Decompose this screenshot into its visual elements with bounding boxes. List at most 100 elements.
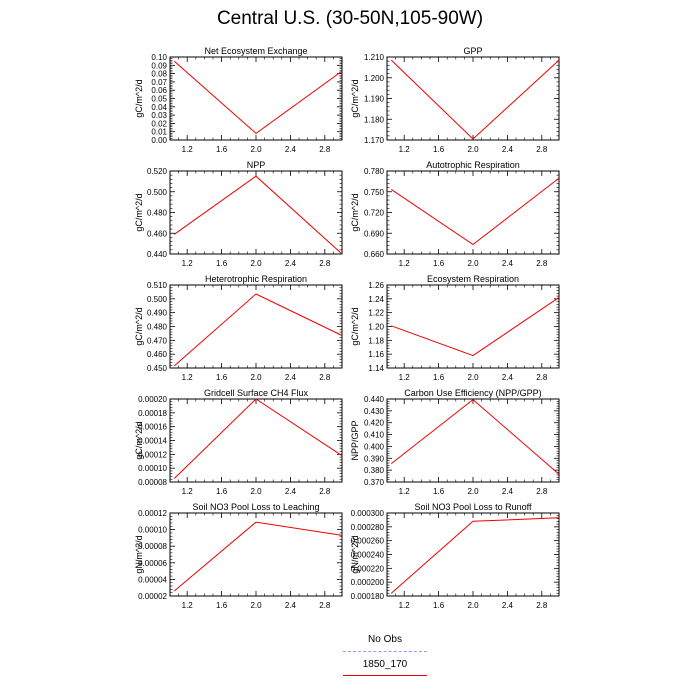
series-line xyxy=(390,59,560,140)
x-tick-label: 1.6 xyxy=(216,487,228,496)
chart-title: Autotrophic Respiration xyxy=(426,160,520,170)
y-tick-label: 0.000180 xyxy=(351,592,385,601)
x-tick-label: 2.4 xyxy=(285,487,297,496)
y-tick-label: 0.500 xyxy=(147,188,168,197)
y-tick-label: 0.720 xyxy=(364,209,385,218)
y-tick-label: 0.07 xyxy=(151,78,167,87)
chart-panel-2: GPP gC/m^2/d 1.170 1.180 1.190 1.200 1.210 1.2 1… xyxy=(350,46,560,154)
series-line xyxy=(173,521,343,592)
y-tick-label: 0.00006 xyxy=(138,559,167,568)
y-axis-label: NPP/GPP xyxy=(350,420,360,460)
x-tick-label: 2.0 xyxy=(250,601,262,610)
y-tick-label: 1.24 xyxy=(368,295,384,304)
y-tick-label: 0.440 xyxy=(364,395,385,404)
y-axis-label: gN/m^2/d xyxy=(134,535,144,573)
y-tick-label: 1.210 xyxy=(364,53,385,62)
y-tick-label: 1.200 xyxy=(364,74,385,83)
chart-title: NPP xyxy=(247,160,266,170)
chart-title: Net Ecosystem Exchange xyxy=(204,46,307,56)
x-tick-label: 2.8 xyxy=(319,373,331,382)
y-tick-label: 0.000280 xyxy=(351,523,385,532)
y-tick-label: 0.780 xyxy=(364,167,385,176)
x-tick-label: 2.8 xyxy=(319,487,331,496)
y-tick-label: 0.410 xyxy=(364,431,385,440)
x-tick-label: 1.6 xyxy=(216,601,228,610)
x-tick-label: 2.0 xyxy=(467,487,479,496)
y-tick-label: 0.470 xyxy=(147,336,168,345)
x-tick-label: 2.0 xyxy=(250,373,262,382)
x-tick-label: 1.2 xyxy=(182,373,194,382)
legend: No Obs 1850_170 xyxy=(300,634,470,684)
chart-title: Carbon Use Efficiency (NPP/GPP) xyxy=(404,388,541,398)
y-tick-label: 0.00010 xyxy=(138,526,167,535)
y-axis-label: gC/m^2/d xyxy=(350,307,360,345)
y-tick-label: 0.510 xyxy=(147,281,168,290)
y-tick-label: 0.000260 xyxy=(351,537,385,546)
chart-panel-6: Ecosystem Respiration gC/m^2/d 1.14 1.16 1.1… xyxy=(350,274,560,382)
x-tick-label: 1.6 xyxy=(216,259,228,268)
y-tick-label: 0.01 xyxy=(151,128,167,137)
chart-title: Ecosystem Respiration xyxy=(427,274,519,284)
y-tick-label: 0.02 xyxy=(151,119,167,128)
y-tick-label: 0.400 xyxy=(364,442,385,451)
y-tick-label: 0.490 xyxy=(147,309,168,318)
y-tick-label: 0.480 xyxy=(147,209,168,218)
chart-title: GPP xyxy=(463,46,482,56)
y-tick-label: 0.000240 xyxy=(351,551,385,560)
x-tick-label: 2.4 xyxy=(285,259,297,268)
y-tick-label: 0.390 xyxy=(364,454,385,463)
y-tick-label: 0.09 xyxy=(151,61,167,70)
chart-title: Gridcell Surface CH4 Flux xyxy=(204,388,309,398)
x-tick-label: 2.0 xyxy=(250,145,262,154)
y-tick-label: 0.00002 xyxy=(138,592,167,601)
chart-panel-8: Carbon Use Efficiency (NPP/GPP) NPP/GPP 0.… xyxy=(350,388,560,496)
series-line xyxy=(173,60,343,135)
y-axis-label: gC/m^2/d xyxy=(134,79,144,117)
y-tick-label: 0.00018 xyxy=(138,409,167,418)
series-line xyxy=(390,517,560,594)
y-tick-label: 0.450 xyxy=(147,364,168,373)
series-line xyxy=(391,177,560,246)
x-tick-label: 1.6 xyxy=(433,373,445,382)
x-tick-label: 1.2 xyxy=(182,145,194,154)
y-tick-label: 0.460 xyxy=(147,350,168,359)
y-tick-label: 1.20 xyxy=(368,323,384,332)
y-tick-label: 0.660 xyxy=(364,250,385,259)
y-tick-label: 0.00004 xyxy=(138,575,167,584)
x-tick-label: 2.0 xyxy=(467,259,479,268)
chart-panel-9: Soil NO3 Pool Loss to LeachinggN/m^2/d0.… xyxy=(134,502,343,610)
y-tick-label: 0.00008 xyxy=(138,542,167,551)
x-tick-label: 2.4 xyxy=(502,259,514,268)
chart-title: Soil NO3 Pool Loss to Runoff xyxy=(415,502,532,512)
plot-frame xyxy=(169,170,343,255)
x-tick-label: 1.2 xyxy=(399,601,411,610)
x-tick-label: 2.0 xyxy=(467,145,479,154)
x-tick-label: 1.6 xyxy=(216,145,228,154)
x-tick-label: 2.8 xyxy=(536,373,548,382)
y-tick-label: 0.520 xyxy=(147,167,168,176)
x-tick-label: 1.2 xyxy=(182,487,194,496)
y-tick-label: 0.000300 xyxy=(351,509,385,518)
y-axis-label: gC/m^2/d xyxy=(134,193,144,231)
y-tick-label: 0.00 xyxy=(151,136,167,145)
y-tick-label: 0.00016 xyxy=(138,423,167,432)
y-tick-label: 0.10 xyxy=(151,53,167,62)
x-tick-label: 2.8 xyxy=(536,487,548,496)
y-tick-label: 0.430 xyxy=(364,407,385,416)
plot-frame xyxy=(386,512,560,597)
y-tick-label: 1.170 xyxy=(364,136,385,145)
y-tick-label: 0.06 xyxy=(151,86,167,95)
x-tick-label: 2.4 xyxy=(285,373,297,382)
y-tick-label: 0.00020 xyxy=(138,395,167,404)
y-tick-label: 0.690 xyxy=(364,229,385,238)
chart-panel-5: Heterotrophic Respiration gC/m^2/d 0.450 0.… xyxy=(134,274,343,382)
series-line xyxy=(173,293,343,367)
series-line xyxy=(391,296,560,357)
x-tick-label: 1.2 xyxy=(399,145,411,154)
chart-panel-7: Gridcell Surface CH4 Flux gC/m^2/d 0.00008… xyxy=(134,388,343,496)
y-tick-label: 0.480 xyxy=(147,323,168,332)
x-tick-label: 2.0 xyxy=(250,259,262,268)
x-tick-label: 2.4 xyxy=(502,487,514,496)
x-tick-label: 1.2 xyxy=(182,601,194,610)
plot-frame xyxy=(386,56,560,141)
